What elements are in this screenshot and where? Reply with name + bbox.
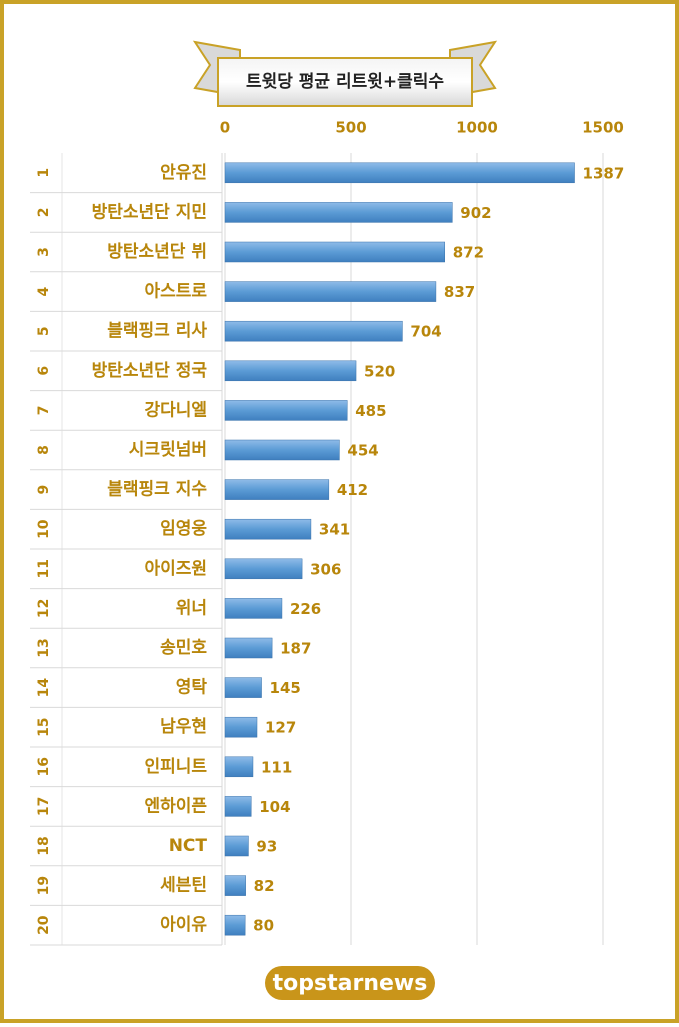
bar bbox=[224, 835, 249, 857]
category-label: NCT bbox=[169, 836, 208, 856]
rank-label: 6 bbox=[36, 366, 52, 376]
rank-label: 15 bbox=[36, 717, 52, 736]
category-label: 송민호 bbox=[160, 638, 207, 658]
bar bbox=[224, 518, 312, 540]
category-label: 아스트로 bbox=[144, 282, 207, 302]
category-label: 방탄소년단 정국 bbox=[92, 361, 208, 381]
category-label: 블랙핑크 리사 bbox=[107, 321, 207, 341]
category-label: 블랙핑크 지수 bbox=[107, 480, 207, 500]
bar bbox=[224, 479, 330, 500]
category-label: 인피니트 bbox=[144, 757, 207, 777]
rank-label: 17 bbox=[36, 797, 52, 816]
logo: topstarnews bbox=[273, 971, 428, 996]
category-label: 엔하이픈 bbox=[144, 796, 207, 816]
x-tick-label: 1500 bbox=[582, 119, 624, 137]
bar bbox=[224, 400, 348, 421]
category-label: 세븐틴 bbox=[160, 876, 207, 896]
value-label: 127 bbox=[265, 719, 296, 737]
rank-label: 4 bbox=[36, 286, 52, 296]
bar bbox=[224, 202, 453, 223]
bar bbox=[224, 360, 357, 382]
category-label: 아이즈원 bbox=[144, 559, 207, 579]
rank-label: 16 bbox=[36, 757, 52, 776]
x-tick-label: 1000 bbox=[456, 119, 498, 137]
category-label: 방탄소년단 뷔 bbox=[107, 242, 207, 262]
category-label: 위너 bbox=[176, 598, 207, 618]
bar bbox=[224, 796, 252, 817]
value-label: 520 bbox=[364, 362, 395, 380]
value-label: 306 bbox=[310, 560, 341, 578]
logo-badge bbox=[265, 966, 435, 1000]
bar bbox=[224, 598, 283, 619]
rank-label: 7 bbox=[36, 406, 52, 416]
rank-label: 8 bbox=[36, 445, 52, 455]
value-label: 1387 bbox=[583, 164, 625, 182]
value-label: 704 bbox=[410, 323, 441, 341]
rank-label: 11 bbox=[36, 559, 52, 578]
rank-label: 18 bbox=[36, 836, 52, 855]
rank-label: 10 bbox=[36, 519, 52, 539]
bar bbox=[224, 875, 246, 896]
bar bbox=[224, 716, 258, 738]
value-label: 187 bbox=[280, 640, 311, 658]
rank-label: 5 bbox=[36, 326, 52, 336]
bar bbox=[224, 637, 273, 659]
value-label: 902 bbox=[460, 204, 491, 222]
bar bbox=[224, 914, 246, 936]
rank-label: 13 bbox=[36, 638, 52, 657]
category-label: 아이유 bbox=[160, 915, 207, 935]
value-label: 82 bbox=[254, 877, 275, 895]
bar bbox=[224, 558, 303, 580]
value-label: 111 bbox=[261, 758, 292, 776]
category-label: 영탁 bbox=[176, 678, 208, 698]
value-label: 145 bbox=[270, 679, 301, 697]
rank-label: 12 bbox=[36, 599, 52, 618]
category-label: 시크릿넘버 bbox=[129, 440, 207, 460]
bar bbox=[224, 677, 262, 698]
value-label: 872 bbox=[453, 244, 484, 262]
value-label: 80 bbox=[253, 917, 274, 935]
category-label: 안유진 bbox=[160, 163, 207, 183]
rank-label: 19 bbox=[36, 876, 52, 895]
value-label: 454 bbox=[347, 442, 378, 460]
bar bbox=[224, 756, 254, 778]
category-label: 강다니엘 bbox=[144, 400, 207, 420]
chart-title: 트윗당 평균 리트윗+클릭수 bbox=[246, 72, 444, 92]
rank-label: 1 bbox=[36, 168, 52, 178]
value-label: 93 bbox=[256, 838, 277, 856]
rank-label: 2 bbox=[36, 208, 52, 218]
category-label: 남우현 bbox=[160, 717, 207, 737]
rank-label: 9 bbox=[36, 485, 52, 495]
value-label: 341 bbox=[319, 521, 350, 539]
value-label: 226 bbox=[290, 600, 321, 618]
x-tick-label: 500 bbox=[335, 119, 366, 137]
bar bbox=[224, 439, 340, 461]
x-tick-label: 0 bbox=[220, 119, 230, 137]
value-label: 837 bbox=[444, 283, 475, 301]
bar bbox=[224, 241, 445, 263]
rank-label: 20 bbox=[36, 915, 52, 935]
bar bbox=[224, 320, 403, 342]
category-label: 임영웅 bbox=[160, 518, 207, 539]
value-label: 104 bbox=[259, 798, 290, 816]
category-label: 방탄소년단 지민 bbox=[92, 202, 207, 222]
rank-label: 3 bbox=[36, 247, 52, 257]
value-label: 412 bbox=[337, 481, 368, 499]
value-label: 485 bbox=[355, 402, 386, 420]
bar bbox=[224, 281, 437, 302]
bar bbox=[224, 162, 575, 184]
rank-label: 14 bbox=[36, 678, 52, 698]
title-banner bbox=[192, 40, 498, 107]
